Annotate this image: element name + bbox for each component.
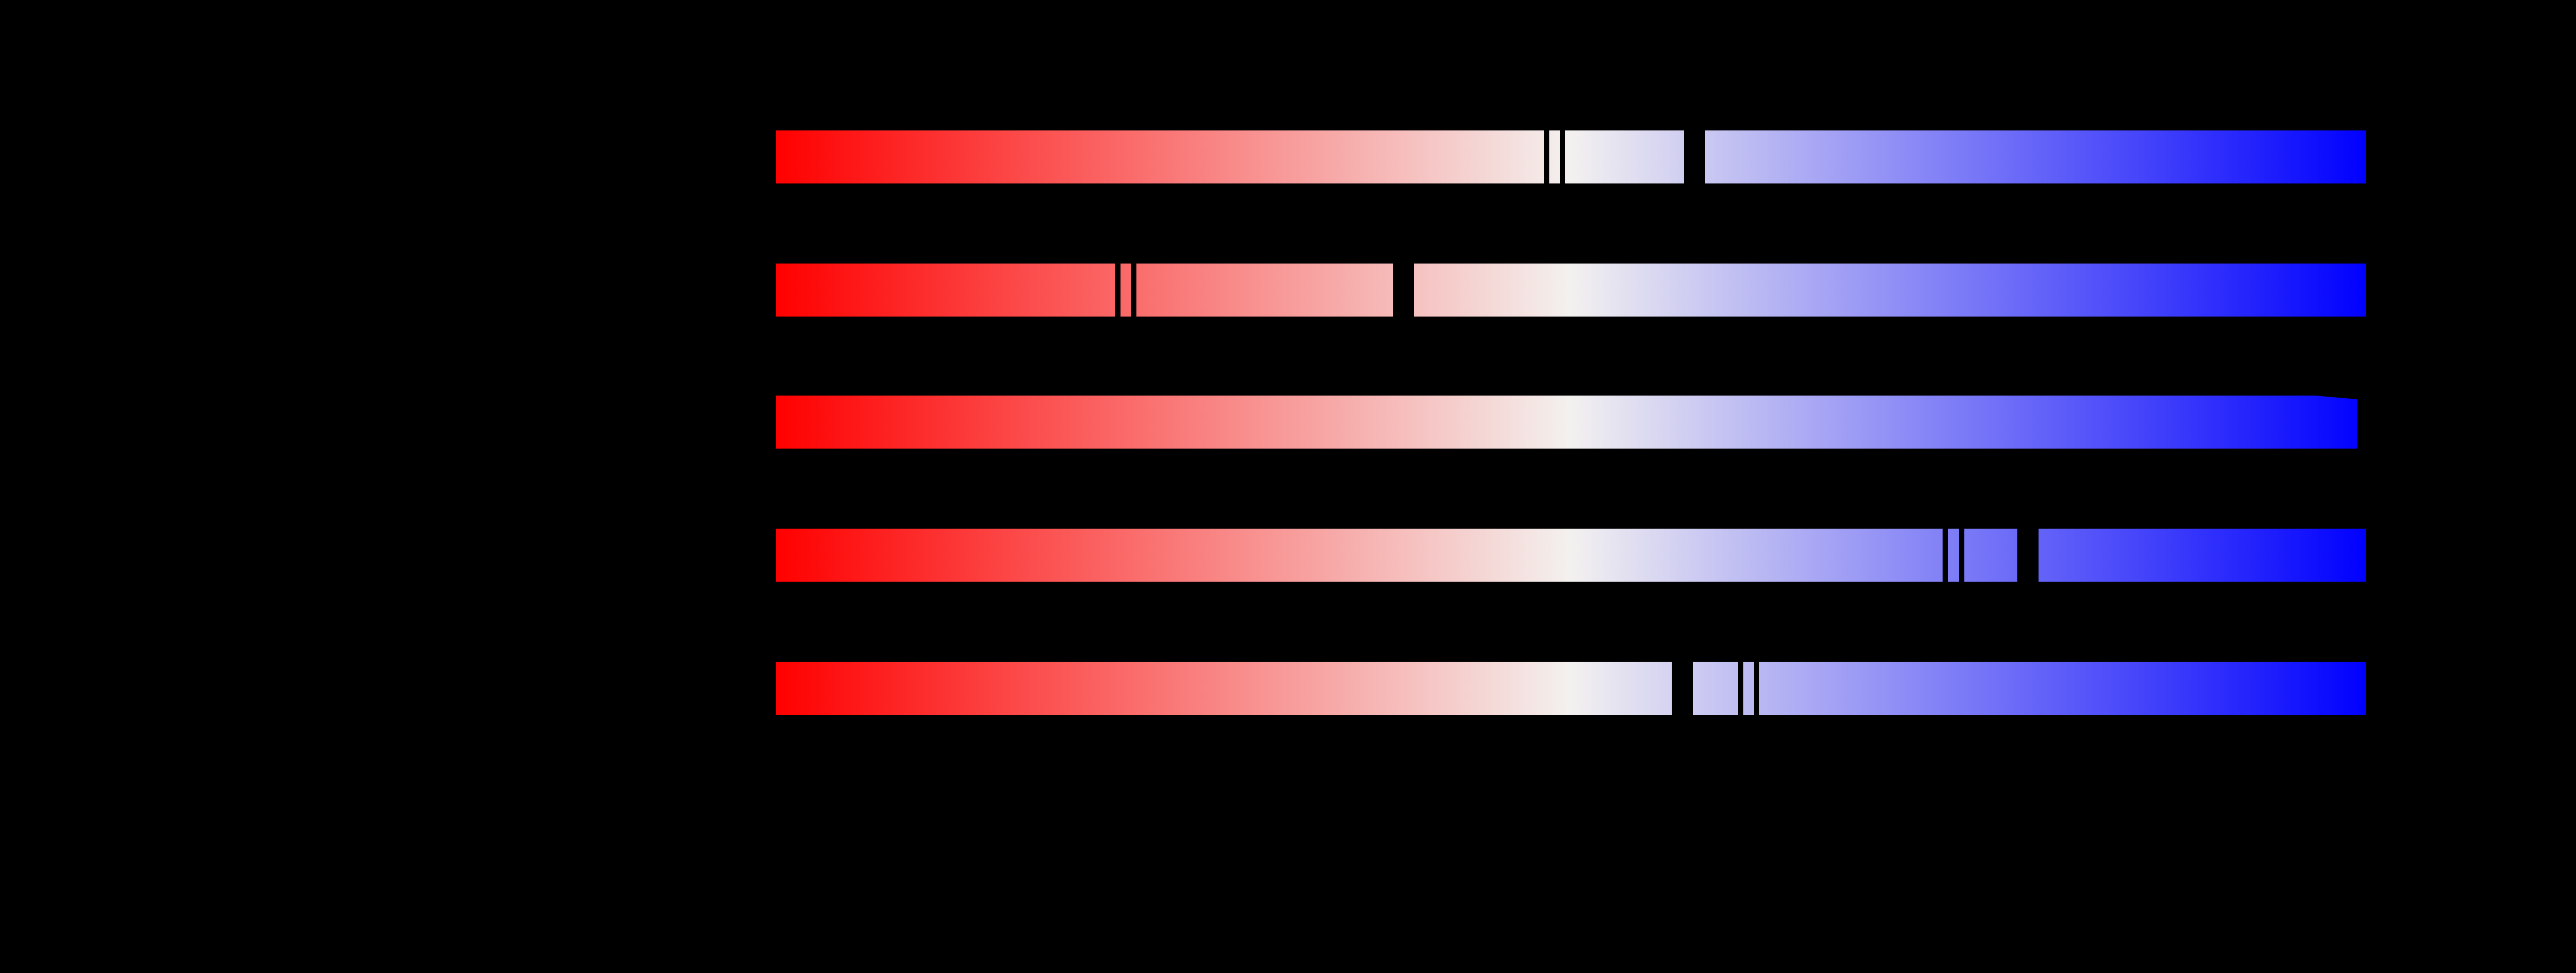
marker-line-thin	[1560, 130, 1565, 183]
gradient-bar-row-3	[776, 396, 2357, 449]
marker-line-thin	[1738, 662, 1743, 715]
marker-line-thick	[2017, 529, 2039, 582]
gradient-bar-row-1	[776, 130, 2366, 183]
gradient-bar-row-4	[776, 529, 2366, 582]
marker-line-thick	[1684, 130, 1705, 183]
marker-line-thick	[1672, 662, 1693, 715]
marker-line-thin	[1959, 529, 1964, 582]
marker-line-thin	[1115, 264, 1121, 317]
gradient-bar-row-5	[776, 662, 2366, 715]
marker-line-thick	[1393, 264, 1414, 317]
marker-line-thin	[1131, 264, 1136, 317]
marker-line-thin	[1754, 662, 1759, 715]
gradient-bar-row-2	[776, 264, 2366, 317]
marker-line-thin	[1544, 130, 1549, 183]
marker-line-thin	[1943, 529, 1948, 582]
